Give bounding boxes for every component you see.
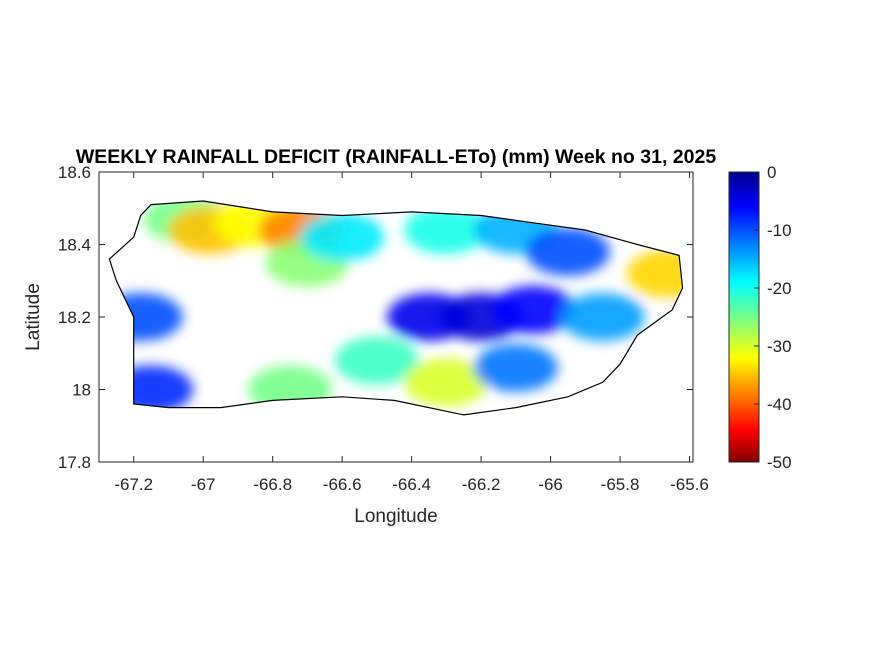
colorbar-ticks: 0 -10 -20 -30 -40 -50 [754, 163, 792, 472]
deficit-cell [626, 249, 683, 298]
x-axis: -67.2 -67 -66.8 -66.6 -66.4 -66.2 -66 -65.8 -65.… [114, 172, 709, 494]
island-outline [108, 200, 684, 416]
colorbar-tick-label: -10 [767, 221, 792, 240]
x-tick-label: -65.6 [670, 475, 709, 494]
deficit-cell [300, 213, 385, 262]
deficit-cell [560, 293, 645, 341]
deficit-cell [404, 206, 489, 254]
x-tick-label: -65.8 [601, 475, 640, 494]
y-tick-label: 18.2 [58, 308, 91, 327]
x-axis-label: Longitude [354, 506, 437, 527]
colorbar-tick-label: -30 [767, 337, 792, 356]
deficit-field [109, 201, 683, 415]
deficit-cell [334, 336, 419, 385]
x-tick-label: -66 [538, 475, 563, 494]
deficit-cell [404, 358, 489, 407]
deficit-cell [525, 227, 610, 276]
deficit-cell [473, 343, 558, 392]
colorbar [728, 171, 760, 463]
y-tick-label: 18.4 [58, 236, 91, 255]
x-tick-label: -66.6 [323, 475, 362, 494]
y-tick-label: 18.6 [58, 163, 91, 182]
x-tick-label: -66.2 [462, 475, 501, 494]
y-axis-label: Latitude [23, 283, 44, 351]
chart-title: WEEKLY RAINFALL DEFICIT (RAINFALL-ETo) (… [76, 146, 716, 168]
x-tick-label: -67 [191, 475, 216, 494]
y-tick-label: 18 [72, 381, 91, 400]
deficit-cell [491, 285, 576, 334]
y-axis: 17.8 18 18.2 18.4 18.6 [58, 163, 693, 472]
y-tick-label: 17.8 [58, 453, 91, 472]
x-tick-label: -67.2 [114, 475, 153, 494]
colorbar-tick-label: -50 [767, 453, 792, 472]
x-tick-label: -66.8 [253, 475, 292, 494]
colorbar-tick-label: 0 [767, 163, 776, 182]
colorbar-tick-label: -40 [767, 395, 792, 414]
colorbar-tick-label: -20 [767, 279, 792, 298]
x-tick-label: -66.4 [392, 475, 431, 494]
